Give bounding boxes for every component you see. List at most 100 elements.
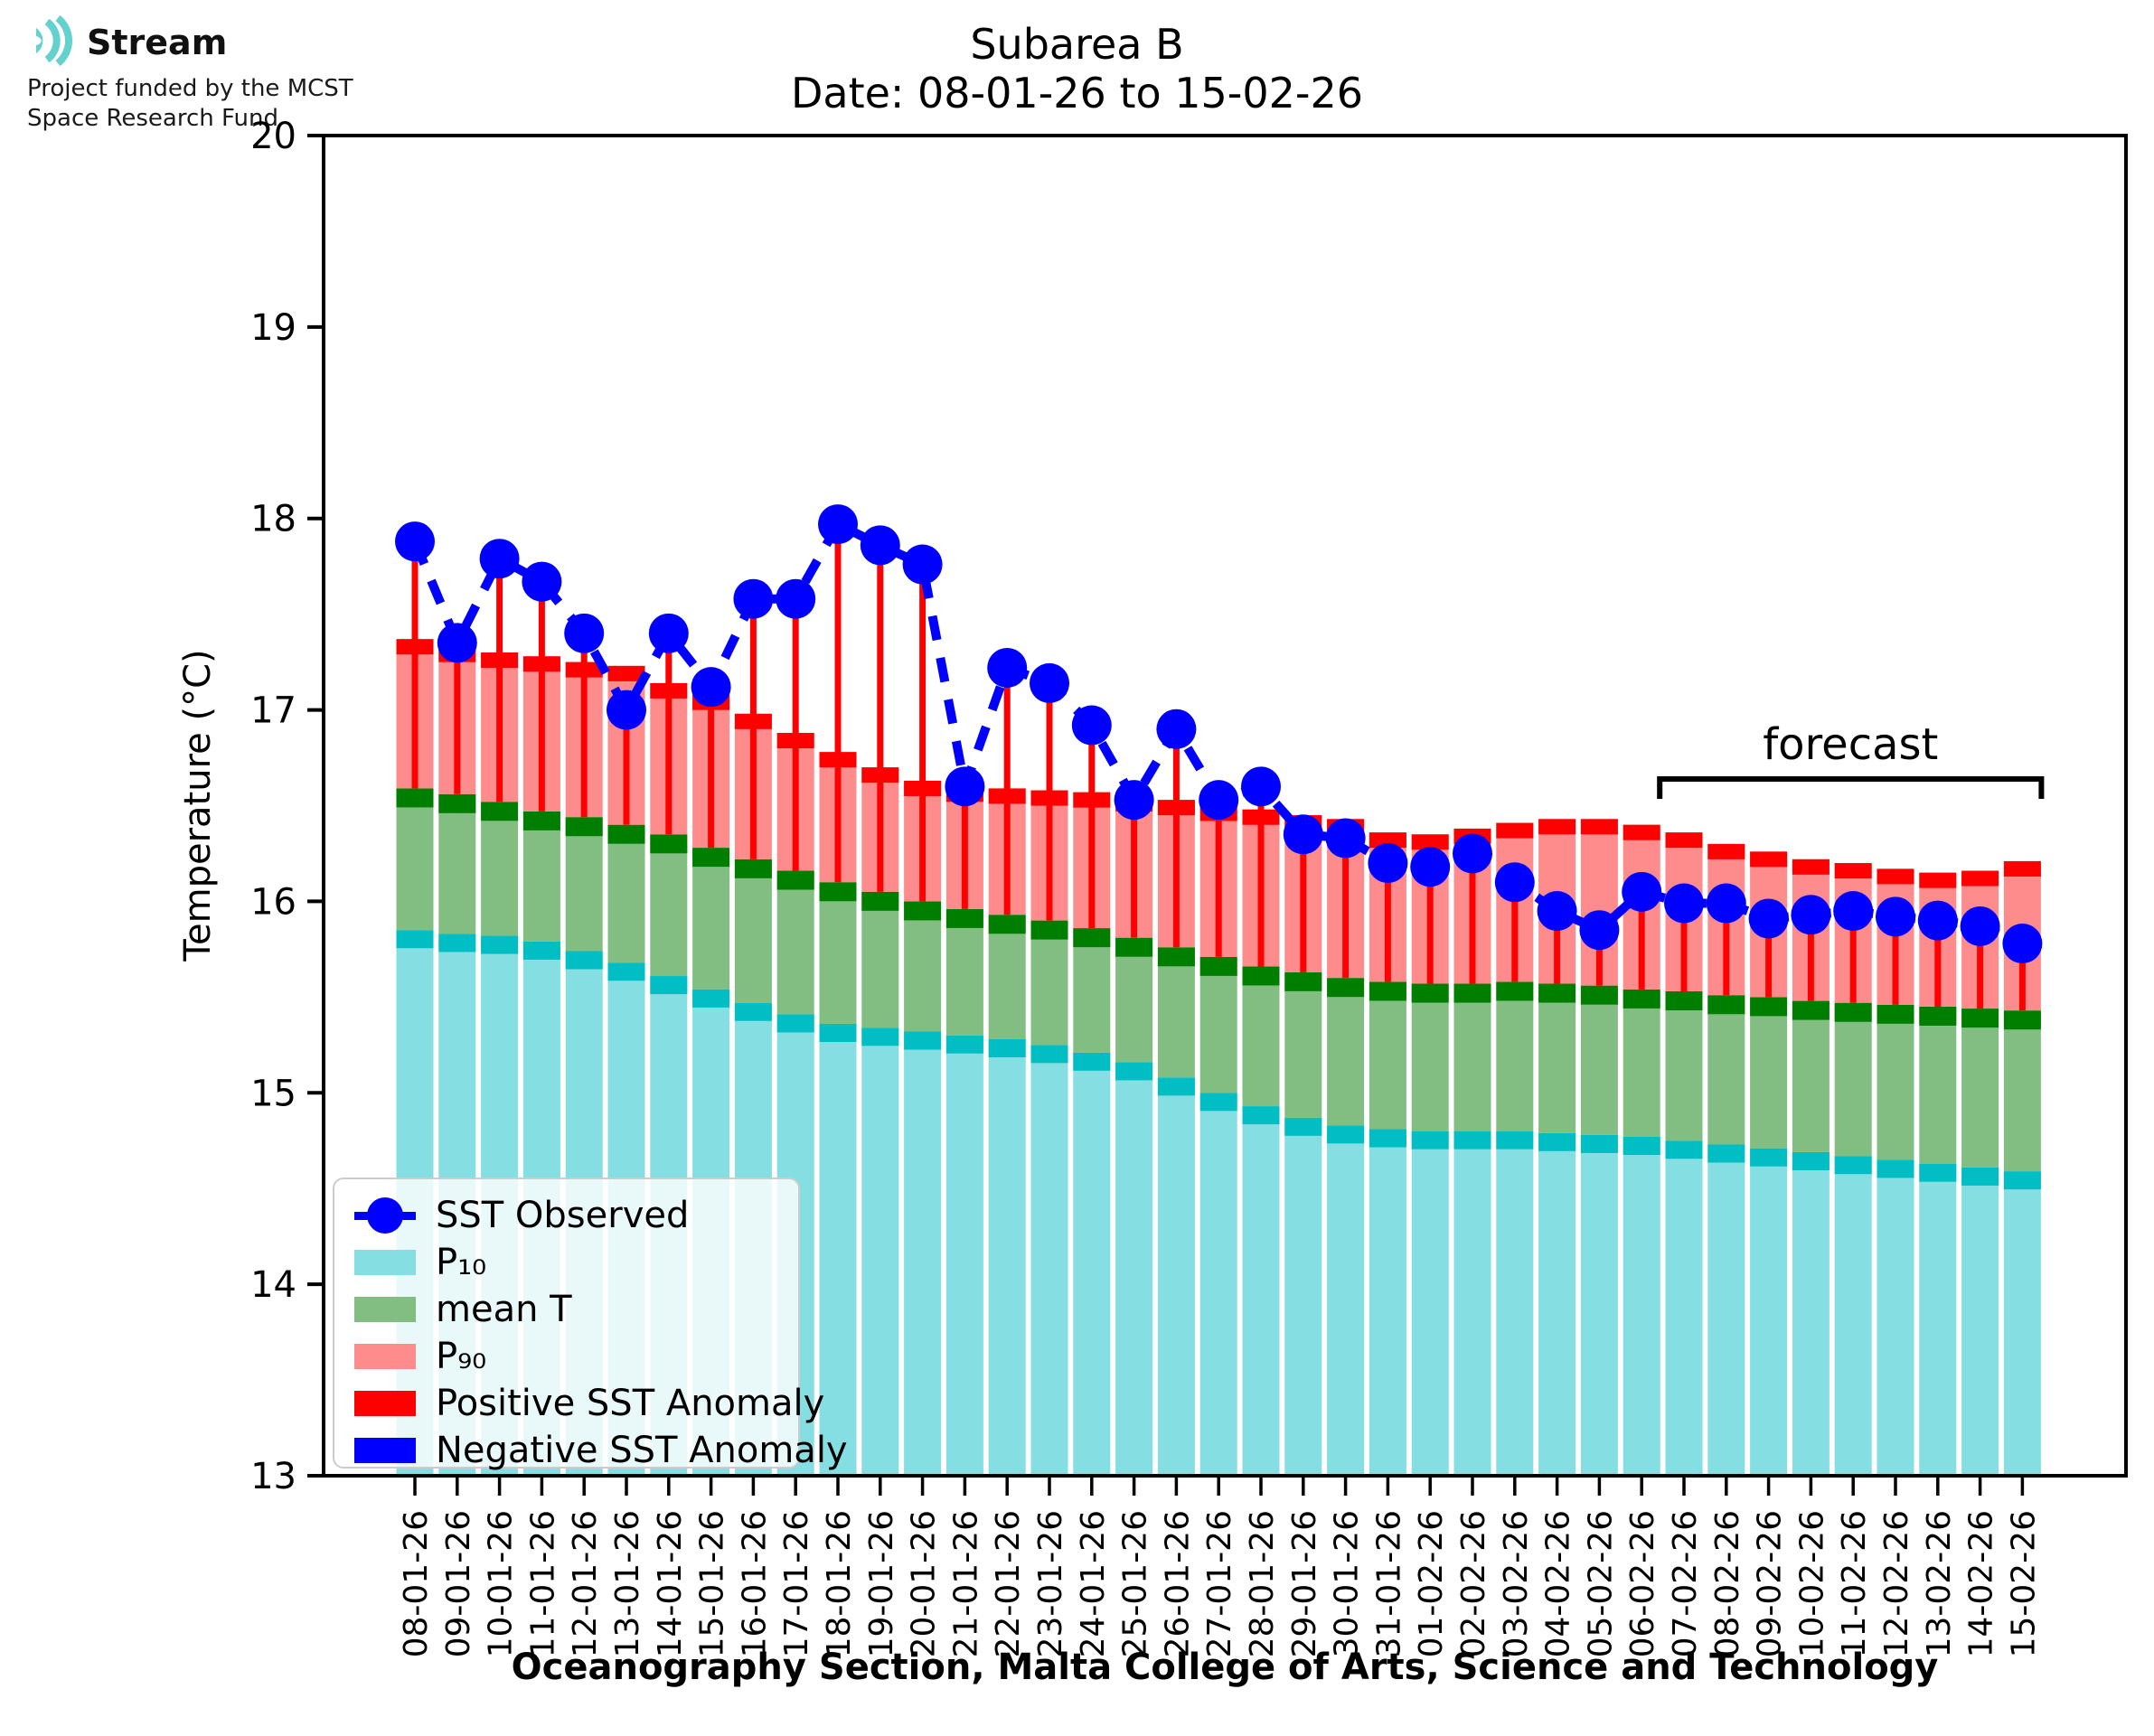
x-tick-label: 04-02-26 bbox=[1540, 1510, 1577, 1657]
sst-observed-point bbox=[1030, 662, 1069, 703]
mean-band bbox=[1961, 1009, 1999, 1168]
mean-cap bbox=[1750, 997, 1788, 1017]
p90-cap bbox=[1538, 819, 1576, 835]
x-tick-label: 21-01-26 bbox=[947, 1510, 984, 1657]
x-tick-label: 28-01-26 bbox=[1244, 1510, 1281, 1657]
sst-observed-point bbox=[479, 539, 520, 579]
p10-band bbox=[1834, 1156, 1872, 1476]
mean-band bbox=[1877, 1004, 1914, 1160]
p90-cap bbox=[1580, 819, 1618, 835]
x-tick-label: 02-02-26 bbox=[1455, 1510, 1492, 1657]
mean-band bbox=[904, 901, 942, 1032]
sst-observed-point bbox=[1494, 862, 1535, 903]
p90-cap bbox=[1369, 832, 1406, 849]
x-tick-label: 15-02-26 bbox=[2005, 1510, 2042, 1657]
x-tick-label: 03-02-26 bbox=[1498, 1510, 1535, 1657]
bar-group-05-02-26 bbox=[1580, 819, 1618, 1476]
p90-cap bbox=[2003, 860, 2041, 877]
logo-brand: Stream bbox=[87, 23, 228, 62]
mean-band bbox=[522, 811, 560, 942]
p10-cap bbox=[2003, 1171, 2041, 1190]
x-tick-label: 08-02-26 bbox=[1709, 1510, 1746, 1657]
mean-band bbox=[819, 882, 857, 1025]
sst-observed-point bbox=[1791, 895, 1831, 935]
p10-cap bbox=[1369, 1129, 1406, 1148]
bar-group-19-01-26 bbox=[861, 767, 899, 1476]
p10-cap bbox=[1623, 1137, 1660, 1156]
sst-observed-point bbox=[1706, 883, 1746, 924]
x-tick-label: 24-01-26 bbox=[1075, 1510, 1112, 1657]
mean-band bbox=[1453, 983, 1491, 1131]
mean-band bbox=[861, 891, 899, 1028]
mean-cap bbox=[1199, 956, 1237, 976]
x-tick-label: 31-01-26 bbox=[1370, 1510, 1407, 1657]
p90-cap bbox=[1623, 824, 1660, 840]
x-tick-label: 23-01-26 bbox=[1032, 1510, 1069, 1657]
mean-cap bbox=[607, 824, 645, 844]
sst-observed-point bbox=[1199, 780, 1239, 821]
sst-observed-point bbox=[1537, 891, 1577, 932]
sst-observed-point bbox=[1664, 883, 1704, 924]
x-tick-label: 25-01-26 bbox=[1117, 1510, 1154, 1657]
x-tick-label: 11-02-26 bbox=[1836, 1510, 1873, 1657]
p10-band bbox=[1750, 1148, 1788, 1476]
mean-cap bbox=[819, 882, 857, 902]
p10-cap bbox=[1834, 1156, 1872, 1175]
mean-cap bbox=[396, 788, 434, 808]
x-tick-label: 26-01-26 bbox=[1159, 1510, 1196, 1657]
sst-observed-point bbox=[648, 613, 689, 653]
p10-band bbox=[1792, 1151, 1829, 1476]
mean-band bbox=[1411, 983, 1449, 1131]
sst-observed-point bbox=[1283, 814, 1323, 855]
p10-cap bbox=[988, 1038, 1026, 1057]
sst-observed-point bbox=[987, 647, 1028, 688]
p10-band bbox=[988, 1038, 1026, 1476]
p10-cap bbox=[396, 930, 434, 949]
mean-cap bbox=[650, 834, 688, 854]
sst-observed-point bbox=[1833, 891, 1874, 932]
p10-band bbox=[1496, 1131, 1534, 1476]
mean-band bbox=[1665, 991, 1703, 1141]
sst-observed-point bbox=[1622, 871, 1662, 912]
mean-cap bbox=[1073, 928, 1111, 948]
y-tick-label: 14 bbox=[250, 1264, 296, 1306]
mean-band bbox=[2003, 1010, 2041, 1172]
p10-band bbox=[1877, 1159, 1914, 1476]
x-tick-label: 11-01-26 bbox=[524, 1510, 561, 1657]
p10-cap bbox=[819, 1024, 857, 1043]
p10-cap bbox=[1115, 1062, 1153, 1081]
legend-item-positive-anomaly: Positive SST Anomaly bbox=[354, 1380, 824, 1427]
mean-band bbox=[1496, 981, 1534, 1131]
mean-band bbox=[1792, 1000, 1829, 1152]
p10-cap bbox=[1030, 1045, 1068, 1064]
mean-band bbox=[1073, 928, 1111, 1053]
x-axis-title: Oceanography Section, Malta College of A… bbox=[511, 1647, 1939, 1688]
legend-label: SST Observed bbox=[436, 1195, 690, 1236]
y-tick-label: 17 bbox=[250, 690, 296, 732]
mean-cap bbox=[1411, 983, 1449, 1003]
p10-cap bbox=[1961, 1167, 1999, 1186]
sst-observed-point bbox=[2002, 924, 2043, 964]
mean-band bbox=[1538, 983, 1576, 1133]
sst-observed-point bbox=[902, 544, 943, 585]
legend-label: Negative SST Anomaly bbox=[436, 1430, 848, 1471]
sst-observed-point bbox=[945, 766, 985, 807]
mean-cap bbox=[1496, 981, 1534, 1001]
sst-observed-point bbox=[395, 521, 435, 562]
bar-group-22-01-26 bbox=[988, 788, 1026, 1476]
p10-cap bbox=[1199, 1093, 1237, 1112]
x-tick-label: 18-01-26 bbox=[821, 1510, 858, 1657]
p10-cap bbox=[481, 935, 519, 954]
p90-swatch-icon bbox=[354, 1344, 416, 1369]
p10-band bbox=[1327, 1125, 1365, 1476]
p10-cap bbox=[565, 951, 603, 970]
p10-band bbox=[1961, 1167, 1999, 1476]
plot-border bbox=[322, 134, 2128, 1478]
sound-wave-icon bbox=[27, 13, 83, 72]
negative-anomaly-swatch-icon bbox=[354, 1438, 416, 1463]
p10-band bbox=[1284, 1117, 1322, 1476]
legend-item-negative-anomaly: Negative SST Anomaly bbox=[354, 1427, 848, 1474]
p10-band bbox=[1411, 1131, 1449, 1476]
logo-subline-1: Project funded by the MCST bbox=[27, 75, 353, 102]
y-tick-label: 18 bbox=[250, 499, 296, 540]
